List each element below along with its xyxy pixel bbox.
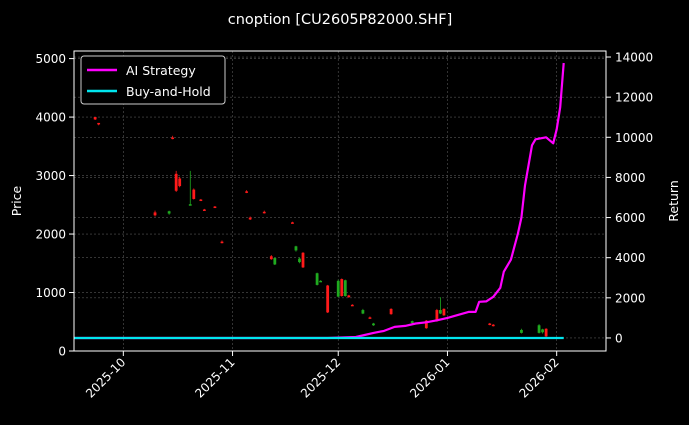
legend-label-buy-and-hold: Buy-and-Hold [126,84,211,99]
line-ai-strategy [74,62,565,340]
candle-body [435,310,439,322]
candle-body [350,304,354,307]
plot-frame [73,50,607,352]
y-axis-left-ticks: 0 1000 2000 3000 4000 5000 [35,52,74,359]
x-axis-ticks: 2025-10 2025-11 2025-12 2026-01 2026-02 [83,351,562,401]
candle-body [202,209,206,211]
candle-body [97,122,101,125]
axes-frame [73,50,607,352]
candle-body [199,199,203,202]
y-right-tick-label: 6000 [615,211,646,225]
y-right-tick-label: 12000 [615,91,653,105]
candle-body [174,173,178,191]
candle-body [315,273,319,285]
candle-body [262,211,266,214]
candle-body [491,324,495,327]
x-tick-label: 2025-12 [298,355,343,400]
legend-label-ai-strategy: AI Strategy [126,63,196,78]
candle-body [220,241,224,244]
y-right-tick-label: 10000 [615,131,653,145]
x-tick-label: 2025-10 [83,355,128,400]
candle-body [188,204,192,206]
y-right-tick-label: 14000 [615,51,653,65]
candle-body [245,191,249,193]
y-left-tick-label: 0 [58,345,66,359]
chart-title: cnoption [CU2605P82000.SHF] [228,12,453,28]
y-left-tick-label: 5000 [35,52,66,66]
y-right-tick-label: 2000 [615,291,646,305]
candle-body [343,280,347,297]
candle-body [319,280,323,283]
y-axis-right-label: Return [666,180,681,221]
candle-body [291,222,294,224]
candle-body [298,258,301,263]
x-tick-label: 2026-01 [407,355,452,400]
candle-body [347,295,351,298]
candle-body [153,212,157,216]
y-left-tick-label: 2000 [35,228,66,242]
candle-body [520,329,523,333]
candle-body [93,117,97,120]
y-axis-left-label: Price [9,185,24,216]
legend: AI Strategy Buy-and-Hold [80,55,226,105]
candle-body [424,320,428,329]
y-left-tick-label: 4000 [35,111,66,125]
x-tick-label: 2026-02 [516,355,561,400]
candlestick-series [93,117,548,337]
candle-body [326,285,330,313]
candle-body [544,328,548,337]
candle-body [372,323,375,326]
y-right-tick-label: 4000 [615,251,646,265]
candle-body [294,246,298,251]
candle-body [361,310,365,314]
candle-body [213,206,217,209]
candle-body [389,308,393,315]
candle-body [248,217,252,220]
candle-body [368,317,372,319]
y-right-tick-label: 8000 [615,171,646,185]
candle-body [340,279,344,297]
candle-body [192,189,196,199]
candle-body [537,325,541,333]
candle-body [167,211,171,214]
candle-body [301,252,305,268]
candle-body [439,310,442,314]
y-axis-right-ticks: 0 2000 4000 6000 8000 10000 12000 14000 [606,51,653,345]
y-right-tick-label: 0 [615,331,623,345]
y-left-tick-label: 3000 [35,169,66,183]
candle-body [273,258,277,265]
x-tick-label: 2025-11 [192,355,237,400]
candle-body [171,137,175,140]
line-series [74,62,565,340]
y-left-tick-label: 1000 [35,286,66,300]
candle-body [269,256,273,260]
candle-body [442,308,446,316]
candle-body [178,178,182,187]
candle-body [488,323,492,326]
candle-body [336,280,340,297]
candle-body [541,329,544,333]
candle-body [410,321,414,323]
